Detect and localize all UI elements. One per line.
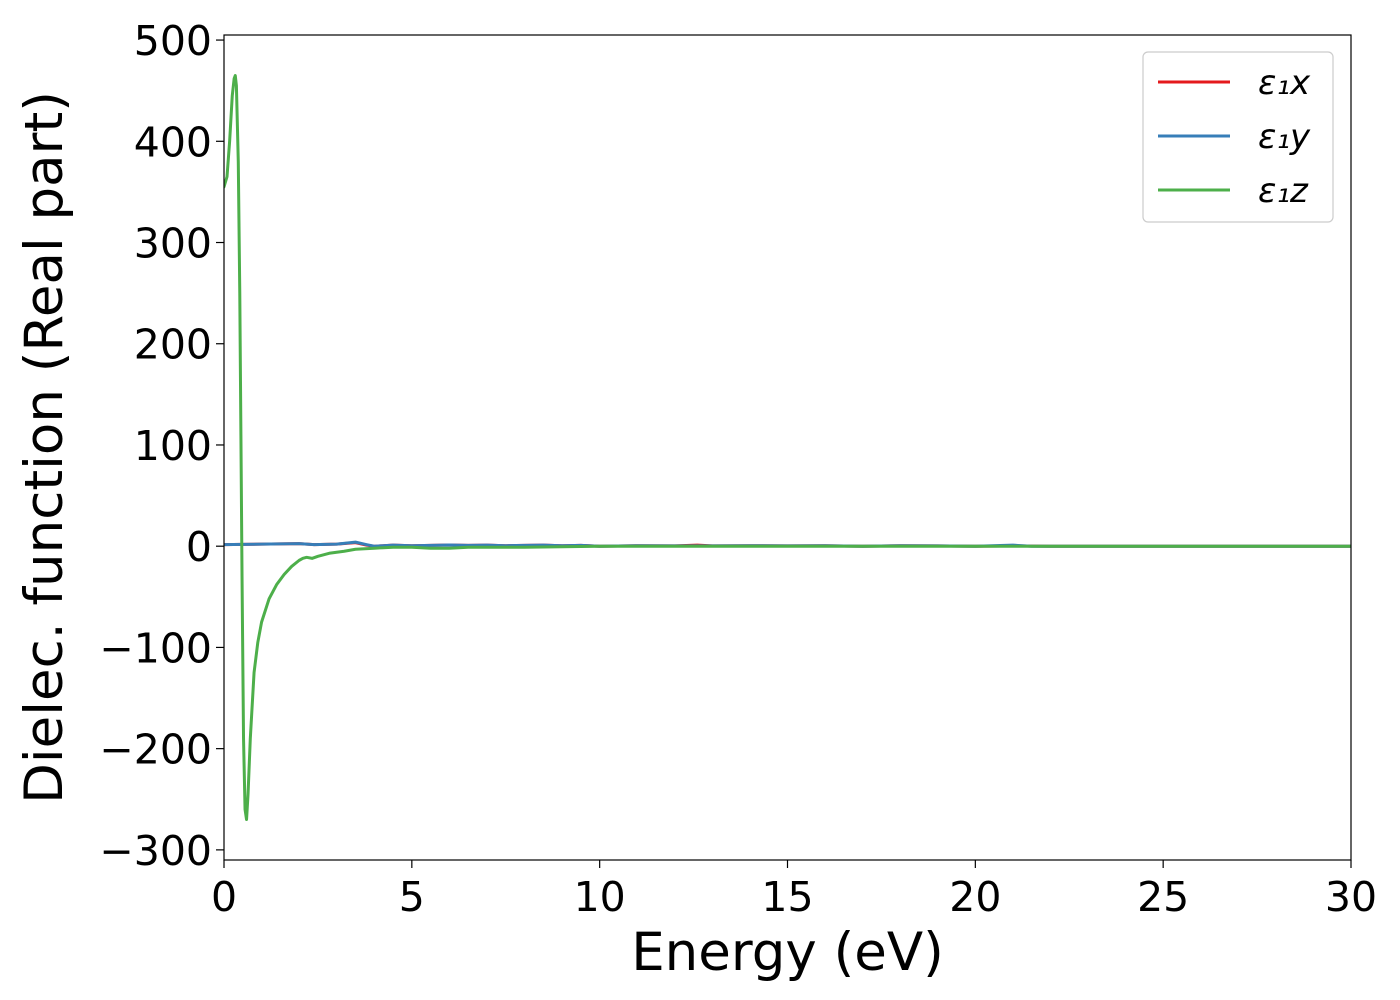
x-tick-label: 15 (761, 873, 813, 921)
y-tick-label: 500 (134, 17, 212, 65)
x-tick-label: 20 (949, 873, 1001, 921)
x-tick-label: 0 (211, 873, 237, 921)
legend-box (1142, 51, 1334, 223)
y-tick-label: 0 (186, 523, 212, 571)
series-layer (224, 73, 1351, 822)
axes-layer: 0 5 10 15 20 25 30 500 400 300 200 100 0 −100 −200 −300 (99, 17, 1377, 921)
y-tick-label: −300 (99, 827, 212, 875)
y-tick-label: 400 (134, 118, 212, 166)
legend-label-1: ε₁y (1258, 117, 1311, 157)
y-tick-label: 200 (134, 321, 212, 369)
legend-label-2: ε₁z (1258, 171, 1309, 211)
legend: ε₁x ε₁y ε₁z (1142, 51, 1334, 223)
y-tick-label: −100 (99, 624, 212, 672)
y-tick-label: 300 (134, 220, 212, 268)
x-tick-label: 30 (1325, 873, 1377, 921)
x-axis-label: Energy (eV) (631, 922, 944, 983)
y-axis-label: Dielec. function (Real part) (14, 91, 75, 804)
legend-label-0: ε₁x (1258, 63, 1311, 103)
series-line-2 (224, 73, 1351, 822)
x-tick-label: 5 (399, 873, 425, 921)
x-tick-label: 10 (574, 873, 626, 921)
y-tick-label: −200 (99, 726, 212, 774)
x-tick-label: 25 (1137, 873, 1189, 921)
y-tick-label: 100 (134, 422, 212, 470)
